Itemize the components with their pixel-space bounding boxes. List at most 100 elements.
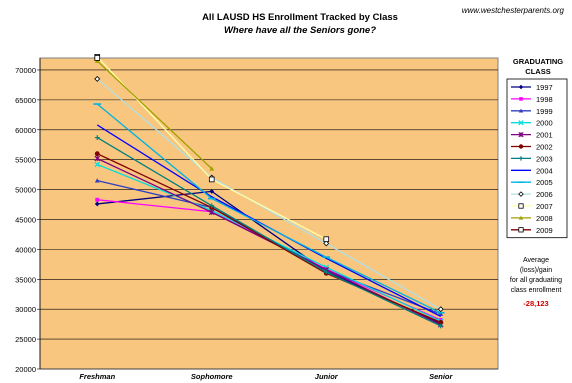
chart-title: All LAUSD HS Enrollment Tracked by Class xyxy=(202,12,398,23)
data-point xyxy=(323,240,330,247)
chart-subtitle: Where have all the Seniors gone? xyxy=(223,25,377,36)
data-point xyxy=(518,191,524,197)
legend-entry: 2002 xyxy=(511,143,553,152)
series-lines xyxy=(93,54,445,329)
legend-entry: 2004 xyxy=(511,166,553,175)
plot-area xyxy=(39,57,499,370)
legend-label: 2007 xyxy=(536,202,553,211)
legend-entry: 2000 xyxy=(511,119,553,128)
data-point xyxy=(208,176,215,183)
data-point xyxy=(518,227,524,233)
y-tick-label: 50000 xyxy=(15,186,36,195)
legend-label: 2009 xyxy=(536,226,553,235)
data-point xyxy=(94,55,101,61)
legend-title-line: GRADUATING xyxy=(512,57,564,66)
average-note-line: Average xyxy=(523,257,549,264)
series-2005 xyxy=(93,103,445,314)
series-2002 xyxy=(94,151,444,325)
gridlines xyxy=(40,69,498,370)
y-tick-label: 70000 xyxy=(15,66,36,75)
legend-label: 2000 xyxy=(536,119,553,128)
average-note-line: class enrollment xyxy=(510,287,562,294)
average-note-line: (loss)/gain xyxy=(519,267,553,274)
data-point xyxy=(323,236,330,243)
data-point xyxy=(208,209,215,216)
data-point xyxy=(94,151,100,157)
legend-title: GRADUATING CLASS xyxy=(508,57,568,77)
data-point xyxy=(518,156,524,161)
data-point xyxy=(94,178,100,183)
data-point xyxy=(518,203,524,209)
legend-entry: 1999 xyxy=(511,107,553,116)
average-note: Average (loss)/gain for all graduating c… xyxy=(500,256,572,296)
x-tick-label: Sophomore xyxy=(191,372,233,381)
data-point xyxy=(95,197,100,202)
series-line xyxy=(96,153,442,323)
series-line xyxy=(96,60,213,170)
data-point xyxy=(518,84,524,90)
legend-label: 1998 xyxy=(536,95,553,104)
x-tick-label: Freshman xyxy=(79,372,115,381)
data-point xyxy=(519,97,523,101)
data-point xyxy=(438,319,444,325)
average-note-line: for all graduating xyxy=(509,277,563,284)
data-point xyxy=(438,311,444,316)
data-point xyxy=(518,215,524,220)
series-line xyxy=(96,78,442,310)
data-point xyxy=(438,323,444,329)
legend-entry: 1997 xyxy=(511,83,553,92)
y-tick-label: 20000 xyxy=(15,365,36,374)
data-point xyxy=(518,131,524,138)
data-point xyxy=(518,108,524,113)
legend-entry: 2006 xyxy=(511,190,553,199)
data-point xyxy=(94,75,101,82)
y-tick-label: 30000 xyxy=(15,305,36,314)
legend-entry: 2003 xyxy=(511,154,553,163)
data-point xyxy=(209,203,215,209)
data-point xyxy=(94,135,100,140)
data-point xyxy=(94,201,100,207)
legend-entry: 2008 xyxy=(511,214,553,223)
y-tick-label: 40000 xyxy=(15,245,36,254)
legend-label: 2002 xyxy=(536,143,553,152)
data-point xyxy=(518,120,524,126)
legend-label: 2006 xyxy=(536,190,553,199)
x-tick-label: Junior xyxy=(315,372,339,381)
legend-label: 1997 xyxy=(536,83,553,92)
data-point xyxy=(94,155,101,162)
legend-label: 2003 xyxy=(536,154,553,163)
y-tick-label: 60000 xyxy=(15,126,36,135)
data-point xyxy=(323,269,329,275)
series-2006 xyxy=(94,75,444,313)
legend-entry: 1998 xyxy=(511,95,553,104)
x-axis: Freshman Sophomore Junior Senior xyxy=(79,372,453,381)
data-point xyxy=(94,161,101,168)
y-axis: 20000 25000 30000 35000 40000 45000 50000 55000… xyxy=(15,58,41,374)
y-tick-label: 65000 xyxy=(15,96,36,105)
legend-entry: 2007 xyxy=(511,202,553,211)
legend-entry: 2005 xyxy=(511,178,553,187)
data-point xyxy=(209,166,215,171)
data-point xyxy=(437,306,444,313)
series-2003 xyxy=(94,135,444,329)
y-tick-label: 35000 xyxy=(15,275,36,284)
legend-label: 2008 xyxy=(536,214,553,223)
series-line xyxy=(96,136,442,327)
legend-label: 2004 xyxy=(536,166,553,175)
legend-label: 2001 xyxy=(536,131,553,140)
legend-title-line: CLASS xyxy=(525,67,551,76)
source-credit: www.westchesterparents.org xyxy=(461,6,564,15)
series-line xyxy=(96,103,442,314)
y-tick-label: 25000 xyxy=(15,335,36,344)
legend: 1997 1998 1999 2000 2001 2002 2003 2004 2005 2006… xyxy=(506,78,568,239)
legend-label: 1999 xyxy=(536,107,553,116)
y-tick-label: 55000 xyxy=(15,156,36,165)
data-point xyxy=(518,144,524,149)
series-2009 xyxy=(94,55,101,61)
legend-label: 2005 xyxy=(536,178,553,187)
legend-entry: 2001 xyxy=(511,131,553,140)
y-tick-label: 45000 xyxy=(15,215,36,224)
x-tick-label: Senior xyxy=(429,372,453,381)
average-value: -28,123 xyxy=(523,299,549,308)
